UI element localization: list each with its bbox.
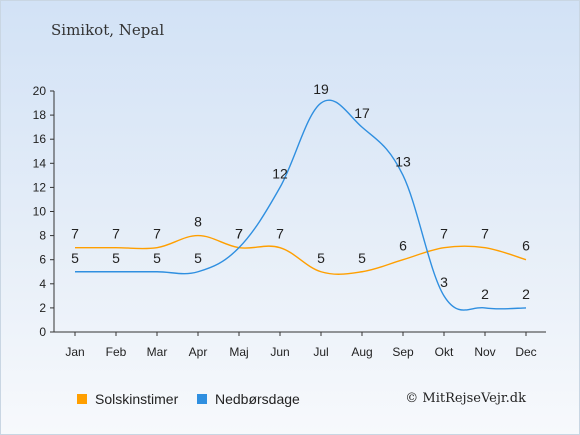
- x-tick-label: Feb: [106, 345, 127, 359]
- x-tick-label: Okt: [435, 345, 454, 359]
- data-label-precipitation: 5: [71, 250, 79, 266]
- y-tick-label: 6: [39, 253, 46, 267]
- data-label-sunshine: 6: [522, 238, 530, 254]
- data-label-precipitation: 3: [440, 274, 448, 290]
- data-label-sunshine: 5: [317, 250, 325, 266]
- x-tick-label: Jan: [65, 345, 84, 359]
- y-tick-label: 8: [39, 229, 46, 243]
- y-tick-label: 12: [33, 180, 47, 194]
- data-label-precipitation: 19: [313, 81, 329, 97]
- x-tick-label: Apr: [189, 345, 208, 359]
- y-tick-label: 18: [33, 108, 47, 122]
- y-tick-label: 14: [33, 156, 47, 170]
- data-label-precipitation: 5: [112, 250, 120, 266]
- x-tick-label: Nov: [474, 345, 495, 359]
- x-tick-label: Sep: [392, 345, 414, 359]
- series-line-precipitation: [74, 99, 527, 311]
- data-label-precipitation: 7: [235, 226, 243, 242]
- chart-title: Simikot, Nepal: [51, 21, 165, 39]
- x-tick-label: Aug: [351, 345, 372, 359]
- legend-item-precipitation: Nedbørsdage: [197, 391, 300, 407]
- data-label-precipitation: 2: [522, 286, 530, 302]
- y-tick-label: 4: [39, 277, 46, 291]
- data-label-precipitation: 5: [194, 250, 202, 266]
- data-label-sunshine: 7: [440, 226, 448, 242]
- data-label-sunshine: 7: [153, 226, 161, 242]
- data-label-precipitation: 13: [395, 153, 411, 169]
- x-tick-label: Maj: [229, 345, 248, 359]
- data-label-precipitation: 12: [272, 165, 288, 181]
- data-label-precipitation: 2: [481, 286, 489, 302]
- data-label-sunshine: 7: [481, 226, 489, 242]
- data-label-sunshine: 5: [358, 250, 366, 266]
- data-label-sunshine: 8: [194, 214, 202, 230]
- x-tick-label: Jul: [313, 345, 328, 359]
- data-label-sunshine: 7: [276, 226, 284, 242]
- legend-item-sunshine: Solskinstimer: [77, 391, 178, 407]
- data-label-precipitation: 5: [153, 250, 161, 266]
- y-tick-label: 2: [39, 301, 46, 315]
- y-tick-label: 20: [33, 84, 47, 98]
- axes: 0 2 4 6 8 10 12 14 16 18 20 Jan Feb Mar Apr Maj Jun Jul Au…: [33, 84, 546, 359]
- legend-swatch-sunshine: [77, 394, 87, 404]
- data-label-sunshine: 7: [235, 226, 243, 242]
- x-tick-label: Dec: [515, 345, 536, 359]
- series-line-sunshine: [75, 234, 527, 275]
- data-label-sunshine: 6: [399, 238, 407, 254]
- data-label-precipitation: 17: [354, 105, 370, 121]
- legend-label-sunshine: Solskinstimer: [95, 391, 179, 407]
- x-tick-label: Jun: [270, 345, 289, 359]
- y-tick-label: 10: [33, 205, 47, 219]
- credit-link[interactable]: © MitRejseVejr.dk: [405, 391, 526, 406]
- data-label-sunshine: 7: [71, 226, 79, 242]
- legend-swatch-precipitation: [197, 394, 207, 404]
- legend-label-precipitation: Nedbørsdage: [215, 391, 300, 407]
- y-tick-label: 0: [39, 325, 46, 339]
- data-label-sunshine: 7: [112, 226, 120, 242]
- x-tick-label: Mar: [147, 345, 168, 359]
- series-lines: [74, 99, 527, 311]
- y-tick-label: 16: [33, 132, 47, 146]
